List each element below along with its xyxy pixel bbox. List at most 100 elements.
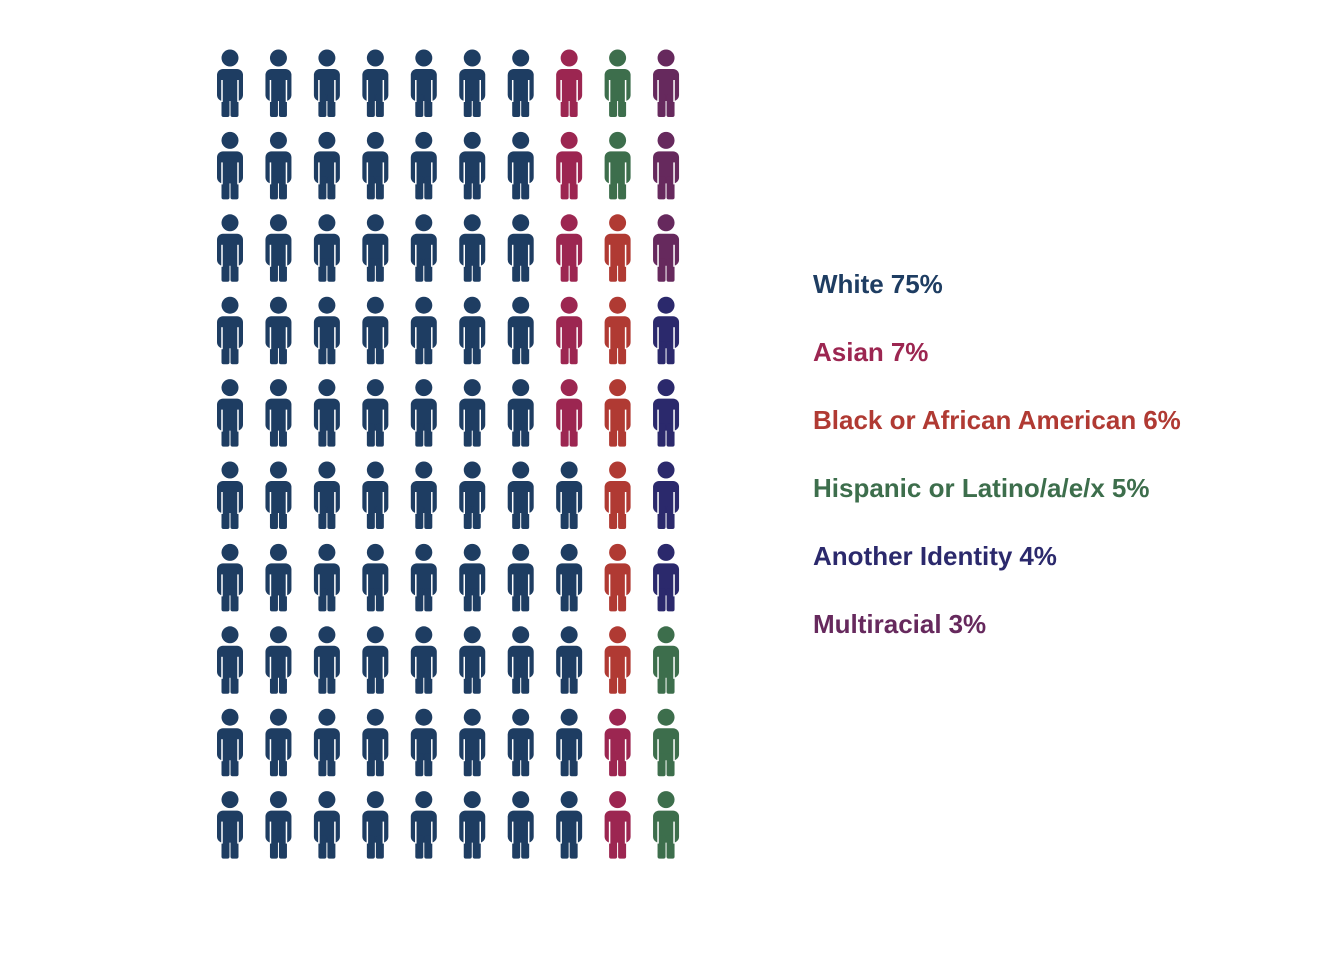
icon-head bbox=[657, 461, 675, 479]
icon-head bbox=[366, 131, 384, 149]
icon-head bbox=[221, 461, 239, 479]
icon-leg bbox=[230, 753, 239, 777]
icon-leg bbox=[560, 423, 569, 447]
icon-leg bbox=[327, 835, 336, 859]
person-icon bbox=[265, 379, 292, 447]
icon-leg bbox=[327, 341, 336, 365]
icon-torso bbox=[362, 398, 389, 431]
icon-leg bbox=[666, 506, 675, 529]
icon-leg bbox=[666, 670, 675, 694]
icon-torso bbox=[604, 563, 631, 596]
icon-leg bbox=[278, 506, 287, 529]
icon-head bbox=[366, 543, 384, 561]
icon-torso bbox=[459, 810, 486, 843]
icon-leg bbox=[366, 258, 375, 282]
icon-leg bbox=[512, 506, 521, 529]
person-icon bbox=[313, 708, 340, 777]
person-icon bbox=[217, 49, 243, 117]
icon-leg bbox=[375, 341, 384, 365]
icon-leg bbox=[657, 670, 666, 694]
icon-head bbox=[609, 626, 627, 644]
icon-leg bbox=[375, 670, 384, 694]
icon-leg bbox=[618, 423, 627, 447]
legend-entry: Asian 7% bbox=[813, 337, 928, 367]
legend-name: Black or African American bbox=[813, 405, 1136, 435]
person-icon bbox=[604, 626, 631, 694]
icon-head bbox=[463, 49, 481, 67]
icon-leg bbox=[318, 670, 327, 694]
person-icon bbox=[410, 461, 437, 529]
person-icon bbox=[604, 543, 631, 612]
icon-head bbox=[415, 626, 433, 644]
icon-torso bbox=[507, 398, 534, 431]
person-icon bbox=[604, 461, 631, 529]
icon-leg bbox=[463, 753, 472, 777]
icon-torso bbox=[362, 810, 389, 843]
person-icon bbox=[556, 626, 583, 694]
icon-leg bbox=[230, 588, 239, 612]
icon-leg bbox=[618, 341, 627, 365]
icon-leg bbox=[230, 835, 239, 859]
icon-leg bbox=[366, 506, 375, 529]
icon-torso bbox=[556, 645, 583, 678]
icon-torso bbox=[313, 69, 340, 101]
icon-torso bbox=[410, 481, 437, 513]
person-icon bbox=[653, 543, 680, 612]
icon-torso bbox=[362, 151, 389, 184]
icon-head bbox=[512, 296, 530, 314]
person-icon bbox=[362, 461, 389, 529]
legend-name: Another Identity bbox=[813, 541, 1013, 571]
icon-leg bbox=[269, 258, 278, 282]
icon-head bbox=[221, 543, 239, 561]
person-icon bbox=[459, 379, 486, 447]
person-icon bbox=[653, 49, 680, 117]
person-icon bbox=[507, 214, 534, 282]
person-icon bbox=[556, 379, 583, 447]
icon-head bbox=[657, 296, 675, 314]
icon-leg bbox=[327, 670, 336, 694]
icon-head bbox=[269, 131, 287, 149]
icon-head bbox=[415, 214, 433, 232]
icon-leg bbox=[327, 258, 336, 282]
icon-leg bbox=[569, 423, 578, 447]
icon-torso bbox=[556, 728, 583, 761]
icon-head bbox=[366, 214, 384, 232]
person-icon bbox=[313, 543, 340, 612]
icon-leg bbox=[609, 753, 618, 777]
icon-torso bbox=[507, 481, 534, 513]
icon-head bbox=[609, 543, 627, 561]
icon-leg bbox=[569, 588, 578, 612]
icon-leg bbox=[657, 94, 666, 117]
icon-leg bbox=[278, 670, 287, 694]
icon-leg bbox=[609, 176, 618, 200]
icon-leg bbox=[560, 506, 569, 529]
icon-head bbox=[269, 296, 287, 314]
icon-leg bbox=[327, 753, 336, 777]
person-icon bbox=[556, 708, 583, 777]
icon-leg bbox=[278, 341, 287, 365]
icon-leg bbox=[424, 94, 433, 117]
icon-torso bbox=[507, 810, 534, 843]
icon-head bbox=[415, 296, 433, 314]
icon-head bbox=[512, 461, 530, 479]
icon-leg bbox=[569, 176, 578, 200]
icon-head bbox=[269, 461, 287, 479]
icon-torso bbox=[653, 728, 680, 761]
icon-torso bbox=[217, 645, 243, 678]
icon-head bbox=[609, 49, 627, 67]
icon-leg bbox=[609, 835, 618, 859]
icon-head bbox=[560, 708, 578, 726]
icon-torso bbox=[313, 316, 340, 349]
icon-torso bbox=[556, 233, 583, 266]
icon-leg bbox=[221, 94, 230, 117]
icon-torso bbox=[362, 563, 389, 596]
icon-leg bbox=[424, 176, 433, 200]
icon-head bbox=[221, 708, 239, 726]
icon-leg bbox=[666, 341, 675, 365]
icon-leg bbox=[424, 506, 433, 529]
icon-leg bbox=[327, 176, 336, 200]
icon-torso bbox=[362, 645, 389, 678]
icon-head bbox=[609, 131, 627, 149]
person-icon bbox=[653, 131, 680, 200]
